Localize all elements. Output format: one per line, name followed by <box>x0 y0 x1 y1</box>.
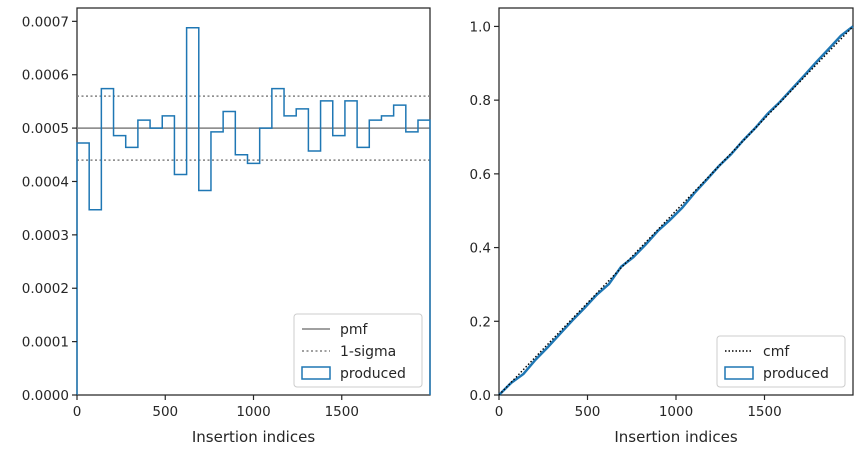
y-tick-label: 0.0005 <box>22 121 69 137</box>
cumulative-plot-frame <box>498 7 854 396</box>
cumulative-chart: 0.0 0.2 0.4 0.6 0.8 1.0 0 500 1000 1500 Insertio… <box>470 7 854 446</box>
y-tick-label: 0.2 <box>470 314 491 330</box>
legend-label-sigma: 1-sigma <box>340 344 396 360</box>
y-tick-label: 0.0000 <box>22 388 69 404</box>
legend-label-pmf: pmf <box>340 322 369 338</box>
histogram-x-axis-label: Insertion indices <box>192 428 315 446</box>
x-tick-label: 1000 <box>236 404 270 420</box>
legend-swatch-produced <box>301 366 331 380</box>
x-tick-label: 0 <box>73 404 82 420</box>
x-tick-label: 1500 <box>325 404 359 420</box>
histogram-reference-lines <box>77 95 430 161</box>
x-tick-label: 1500 <box>747 404 781 420</box>
legend-label-produced: produced <box>340 366 406 382</box>
y-tick-label: 0.0003 <box>22 228 69 244</box>
histogram-bars <box>76 27 431 395</box>
x-tick-label: 1000 <box>659 404 693 420</box>
x-tick-label: 0 <box>495 404 504 420</box>
legend-box <box>716 335 846 388</box>
y-tick-label: 0.0 <box>470 388 491 404</box>
y-tick-label: 0.0006 <box>22 68 69 84</box>
histogram-chart: 0.0000 0.0001 0.0002 0.0003 0.0004 0.0005 0.00… <box>22 7 431 446</box>
cumulative-lines <box>498 25 854 396</box>
y-tick-label: 0.6 <box>470 167 491 183</box>
histogram-y-ticks: 0.0000 0.0001 0.0002 0.0003 0.0004 0.0005 0.00… <box>22 14 77 404</box>
histogram-legend: pmf 1-sigma produced <box>293 313 423 388</box>
legend-label-cmf: cmf <box>763 344 790 360</box>
histogram-x-ticks: 0 500 1000 1500 <box>73 395 359 420</box>
cumulative-x-axis-label: Insertion indices <box>614 428 737 446</box>
produced-cumulative-line <box>498 25 854 396</box>
y-tick-label: 0.4 <box>470 241 491 257</box>
cumulative-y-ticks: 0.0 0.2 0.4 0.6 0.8 1.0 <box>470 19 499 404</box>
legend-box <box>293 313 423 388</box>
x-tick-label: 500 <box>152 404 178 420</box>
produced-histogram-step <box>76 27 431 395</box>
y-tick-label: 0.0001 <box>22 335 69 351</box>
x-tick-label: 500 <box>575 404 601 420</box>
cumulative-x-ticks: 0 500 1000 1500 <box>495 395 782 420</box>
cumulative-legend: cmf produced <box>716 335 846 388</box>
y-tick-label: 0.0004 <box>22 174 69 190</box>
y-tick-label: 1.0 <box>470 19 491 35</box>
y-tick-label: 0.8 <box>470 93 491 109</box>
legend-label-produced: produced <box>763 366 829 382</box>
cmf-line <box>498 25 854 396</box>
y-tick-label: 0.0002 <box>22 281 69 297</box>
y-tick-label: 0.0007 <box>22 14 69 30</box>
legend-swatch-produced <box>724 366 754 380</box>
